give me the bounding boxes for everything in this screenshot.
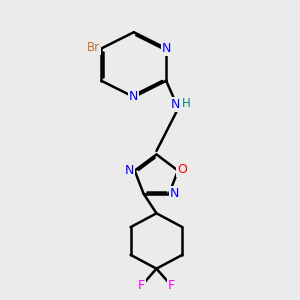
Text: N: N	[170, 98, 180, 111]
Text: N: N	[129, 91, 139, 103]
Text: N: N	[125, 164, 134, 177]
Text: Br: Br	[87, 41, 100, 54]
Text: O: O	[178, 163, 187, 176]
Text: N: N	[161, 42, 171, 55]
Text: F: F	[168, 279, 175, 292]
Text: H: H	[182, 97, 190, 110]
Text: N: N	[170, 187, 179, 200]
Text: F: F	[138, 279, 145, 292]
